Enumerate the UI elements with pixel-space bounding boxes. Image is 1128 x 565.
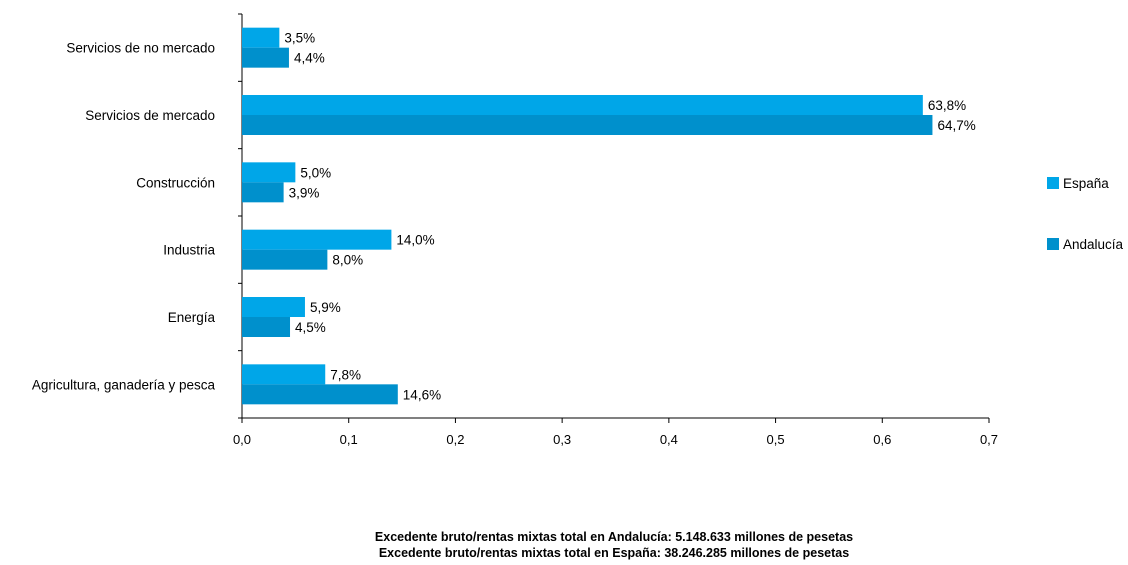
legend-swatch-espana: [1047, 177, 1059, 189]
bar-espana: [242, 297, 305, 317]
x-tick-label: 0,2: [446, 432, 464, 447]
bar-espana: [242, 27, 280, 48]
data-label: 5,0%: [300, 165, 331, 180]
data-label: 8,0%: [332, 253, 363, 268]
bar-andalucia: [242, 317, 291, 337]
x-tick-label: 0,0: [233, 432, 251, 447]
data-label: 3,9%: [289, 185, 320, 200]
axes: 0,0 0,1 0,2 0,3 0,4 0,5 0,6 0,7 Servicios de no …: [32, 13, 998, 447]
x-tick-label: 0,1: [340, 432, 358, 447]
x-tick-label: 0,7: [980, 432, 998, 447]
x-tick-label: 0,4: [660, 432, 678, 447]
footnote-espana-total: Excedente bruto/rentas mixtas total en E…: [378, 546, 850, 560]
category-label: Industria: [163, 243, 215, 258]
data-label: 3,5%: [284, 31, 315, 46]
bar-andalucia: [242, 115, 933, 135]
bar-espana: [242, 229, 392, 250]
category-label: Agricultura, ganadería y pesca: [32, 377, 216, 392]
category-label: Construcción: [136, 175, 215, 190]
legend-swatch-andalucia: [1047, 238, 1059, 250]
data-label: 4,5%: [295, 320, 326, 335]
category-label: Servicios de no mercado: [66, 41, 215, 56]
legend: España Andalucía: [1047, 176, 1124, 252]
data-label: 14,0%: [396, 233, 434, 248]
data-labels: 3,5% 4,4% 63,8% 64,7% 5,0% 3,9% 14,0% 8,0% 5,9% 4…: [284, 31, 975, 403]
bar-andalucia: [242, 249, 328, 270]
data-label: 64,7%: [937, 118, 975, 133]
data-label: 14,6%: [403, 387, 441, 402]
category-label: Energía: [168, 310, 216, 325]
category-label: Servicios de mercado: [85, 108, 215, 123]
x-tick-label: 0,5: [767, 432, 785, 447]
legend-label: Andalucía: [1063, 237, 1124, 252]
bar-andalucia: [242, 182, 284, 203]
bars: [242, 27, 933, 405]
footnote-andalucia-total: Excedente bruto/rentas mixtas total en A…: [374, 530, 854, 544]
data-label: 7,8%: [330, 367, 361, 382]
x-tick-label: 0,3: [553, 432, 571, 447]
bar-espana: [242, 95, 923, 115]
bar-espana: [242, 162, 296, 183]
bar-espana: [242, 364, 326, 385]
bar-chart: 0,0 0,1 0,2 0,3 0,4 0,5 0,6 0,7 Servicios de no …: [32, 13, 1124, 447]
legend-label: España: [1063, 176, 1109, 191]
bar-andalucia: [242, 384, 398, 405]
data-label: 4,4%: [294, 51, 325, 66]
data-label: 63,8%: [928, 98, 966, 113]
x-tick-label: 0,6: [873, 432, 891, 447]
bar-andalucia: [242, 47, 289, 68]
data-label: 5,9%: [310, 300, 341, 315]
